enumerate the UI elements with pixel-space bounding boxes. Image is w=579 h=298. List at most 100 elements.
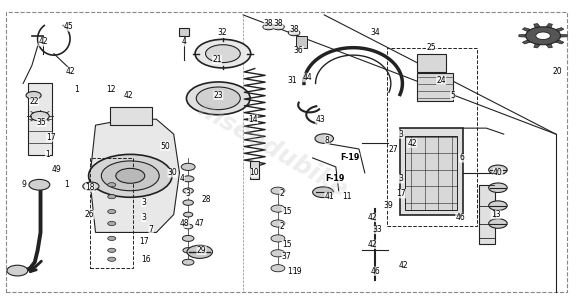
Bar bbox=[417, 73, 453, 101]
Text: 5: 5 bbox=[450, 91, 455, 100]
Text: 20: 20 bbox=[553, 67, 562, 76]
Circle shape bbox=[263, 24, 274, 30]
Polygon shape bbox=[555, 40, 564, 44]
Circle shape bbox=[271, 265, 285, 272]
Circle shape bbox=[526, 27, 560, 45]
Text: 49: 49 bbox=[52, 165, 61, 174]
Text: 4: 4 bbox=[182, 37, 186, 46]
Circle shape bbox=[489, 165, 507, 175]
Text: 41: 41 bbox=[325, 192, 334, 201]
Text: 2: 2 bbox=[280, 189, 284, 198]
Text: F-19: F-19 bbox=[340, 153, 360, 162]
Polygon shape bbox=[546, 24, 552, 28]
Text: 19: 19 bbox=[292, 267, 302, 276]
Circle shape bbox=[116, 168, 145, 183]
Text: 2: 2 bbox=[280, 222, 284, 231]
Text: 15: 15 bbox=[282, 240, 291, 249]
Text: 23: 23 bbox=[214, 91, 223, 100]
Text: 33: 33 bbox=[372, 225, 382, 234]
Circle shape bbox=[271, 250, 285, 257]
Text: 38: 38 bbox=[264, 19, 273, 28]
Text: 3: 3 bbox=[399, 174, 404, 183]
Text: 3: 3 bbox=[141, 213, 146, 222]
Circle shape bbox=[271, 187, 285, 194]
Text: 29: 29 bbox=[197, 246, 206, 255]
Polygon shape bbox=[560, 35, 567, 37]
Text: 31: 31 bbox=[288, 76, 297, 85]
Text: 3: 3 bbox=[186, 189, 190, 198]
Polygon shape bbox=[534, 44, 540, 48]
Text: 42: 42 bbox=[408, 139, 417, 148]
Circle shape bbox=[26, 91, 41, 99]
Circle shape bbox=[271, 235, 285, 242]
Text: 1: 1 bbox=[45, 150, 50, 159]
Bar bbox=[28, 83, 52, 155]
Circle shape bbox=[31, 111, 49, 121]
Text: 42: 42 bbox=[124, 91, 133, 100]
Circle shape bbox=[7, 265, 28, 276]
Circle shape bbox=[108, 209, 116, 214]
Circle shape bbox=[288, 30, 300, 36]
Text: 50: 50 bbox=[160, 142, 170, 150]
Text: 46: 46 bbox=[456, 213, 465, 222]
Circle shape bbox=[101, 161, 159, 191]
Text: 35: 35 bbox=[37, 118, 46, 127]
Bar bbox=[296, 36, 307, 48]
Text: 30: 30 bbox=[168, 168, 177, 177]
Text: 26: 26 bbox=[85, 210, 94, 219]
Text: 42: 42 bbox=[368, 240, 377, 249]
Polygon shape bbox=[519, 35, 526, 37]
Text: 15: 15 bbox=[287, 267, 296, 276]
Text: 3: 3 bbox=[141, 198, 146, 207]
Text: 12: 12 bbox=[107, 85, 116, 94]
Circle shape bbox=[271, 220, 285, 227]
Text: 1: 1 bbox=[64, 180, 69, 189]
Text: 47: 47 bbox=[195, 219, 204, 228]
Text: F-19: F-19 bbox=[325, 174, 345, 183]
Text: mseedubike: mseedubike bbox=[193, 96, 351, 202]
Text: 9: 9 bbox=[22, 180, 27, 189]
Text: 3: 3 bbox=[399, 130, 404, 139]
Circle shape bbox=[184, 224, 193, 229]
Polygon shape bbox=[522, 40, 531, 44]
Text: 39: 39 bbox=[383, 201, 393, 210]
Circle shape bbox=[182, 176, 194, 182]
Circle shape bbox=[108, 183, 116, 187]
Text: 40: 40 bbox=[493, 168, 503, 177]
Bar bbox=[400, 128, 463, 215]
Text: 21: 21 bbox=[212, 55, 222, 64]
Circle shape bbox=[181, 163, 195, 170]
Circle shape bbox=[183, 200, 193, 205]
Bar bbox=[479, 185, 495, 244]
Text: 28: 28 bbox=[201, 195, 211, 204]
Text: 11: 11 bbox=[342, 192, 351, 201]
Circle shape bbox=[108, 221, 116, 226]
Text: 44: 44 bbox=[303, 73, 312, 82]
Circle shape bbox=[183, 188, 193, 193]
Circle shape bbox=[489, 183, 507, 193]
Circle shape bbox=[195, 39, 251, 68]
Text: 38: 38 bbox=[290, 25, 299, 34]
Polygon shape bbox=[534, 24, 540, 28]
Circle shape bbox=[182, 235, 194, 241]
Circle shape bbox=[108, 248, 116, 252]
Bar bbox=[405, 136, 457, 210]
Circle shape bbox=[206, 45, 240, 63]
Bar bbox=[110, 107, 152, 125]
Circle shape bbox=[108, 257, 116, 261]
Text: 38: 38 bbox=[274, 19, 283, 28]
Circle shape bbox=[536, 32, 551, 40]
Text: 42: 42 bbox=[368, 213, 377, 222]
Polygon shape bbox=[555, 28, 564, 32]
Text: 42: 42 bbox=[39, 37, 48, 46]
Text: 24: 24 bbox=[437, 76, 446, 85]
Text: 6: 6 bbox=[459, 153, 464, 162]
Polygon shape bbox=[522, 28, 531, 32]
Bar bbox=[250, 161, 259, 179]
Text: 17: 17 bbox=[46, 133, 56, 142]
Text: 42: 42 bbox=[66, 67, 75, 76]
Circle shape bbox=[489, 201, 507, 210]
Text: 37: 37 bbox=[282, 252, 291, 261]
Circle shape bbox=[89, 154, 172, 197]
Text: 32: 32 bbox=[217, 28, 226, 37]
